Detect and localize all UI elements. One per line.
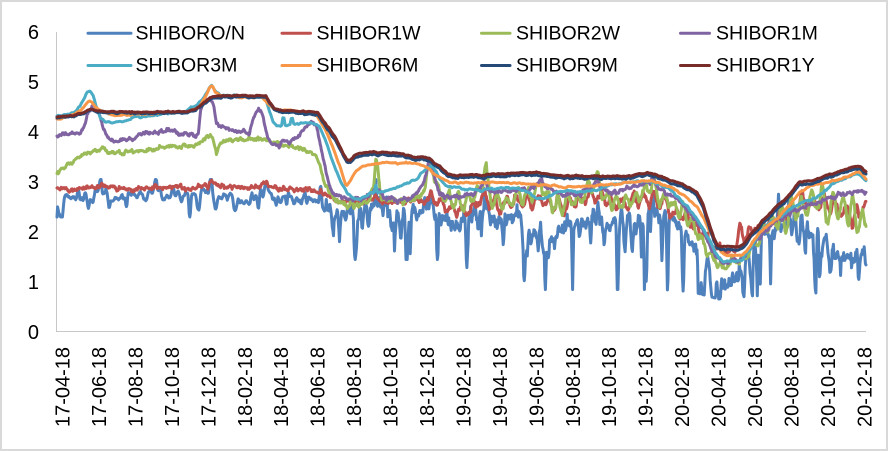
svg-text:SHIBORO/N: SHIBORO/N: [136, 22, 245, 44]
svg-text:18-06-18: 18-06-18: [308, 347, 330, 427]
svg-text:17-12-18: 17-12-18: [198, 347, 220, 427]
svg-text:0: 0: [28, 322, 39, 344]
svg-text:20-06-18: 20-06-18: [745, 347, 767, 427]
svg-text:19-10-18: 19-10-18: [599, 347, 621, 427]
svg-text:17-04-18: 17-04-18: [53, 347, 75, 427]
svg-text:20-10-18: 20-10-18: [818, 347, 840, 427]
svg-text:4: 4: [28, 122, 39, 144]
svg-text:1: 1: [28, 272, 39, 294]
svg-text:17-06-18: 17-06-18: [89, 347, 111, 427]
svg-text:19-12-18: 19-12-18: [636, 347, 658, 427]
svg-text:SHIBOR6M: SHIBOR6M: [317, 55, 419, 77]
svg-text:SHIBOR1Y: SHIBOR1Y: [716, 55, 815, 77]
svg-text:17-08-18: 17-08-18: [125, 347, 147, 427]
svg-text:20-02-18: 20-02-18: [672, 347, 694, 427]
svg-text:18-12-18: 18-12-18: [417, 347, 439, 427]
svg-text:19-04-18: 19-04-18: [490, 347, 512, 427]
svg-text:19-08-18: 19-08-18: [563, 347, 585, 427]
svg-text:19-02-18: 19-02-18: [454, 347, 476, 427]
svg-text:18-02-18: 18-02-18: [235, 347, 257, 427]
svg-text:19-06-18: 19-06-18: [526, 347, 548, 427]
svg-text:5: 5: [28, 72, 39, 94]
svg-text:18-04-18: 18-04-18: [271, 347, 293, 427]
svg-text:3: 3: [28, 172, 39, 194]
svg-text:6: 6: [28, 22, 39, 44]
svg-text:SHIBOR9M: SHIBOR9M: [516, 55, 618, 77]
svg-text:18-10-18: 18-10-18: [381, 347, 403, 427]
svg-text:20-04-18: 20-04-18: [709, 347, 731, 427]
svg-text:2: 2: [28, 222, 39, 244]
svg-text:17-10-18: 17-10-18: [162, 347, 184, 427]
svg-text:SHIBOR1M: SHIBOR1M: [716, 22, 818, 44]
svg-text:20-08-18: 20-08-18: [782, 347, 804, 427]
svg-text:20-12-18: 20-12-18: [854, 347, 876, 427]
svg-text:18-08-18: 18-08-18: [344, 347, 366, 427]
svg-text:SHIBOR2W: SHIBOR2W: [516, 22, 621, 44]
svg-text:SHIBOR3M: SHIBOR3M: [136, 55, 238, 77]
svg-text:SHIBOR1W: SHIBOR1W: [317, 22, 422, 44]
